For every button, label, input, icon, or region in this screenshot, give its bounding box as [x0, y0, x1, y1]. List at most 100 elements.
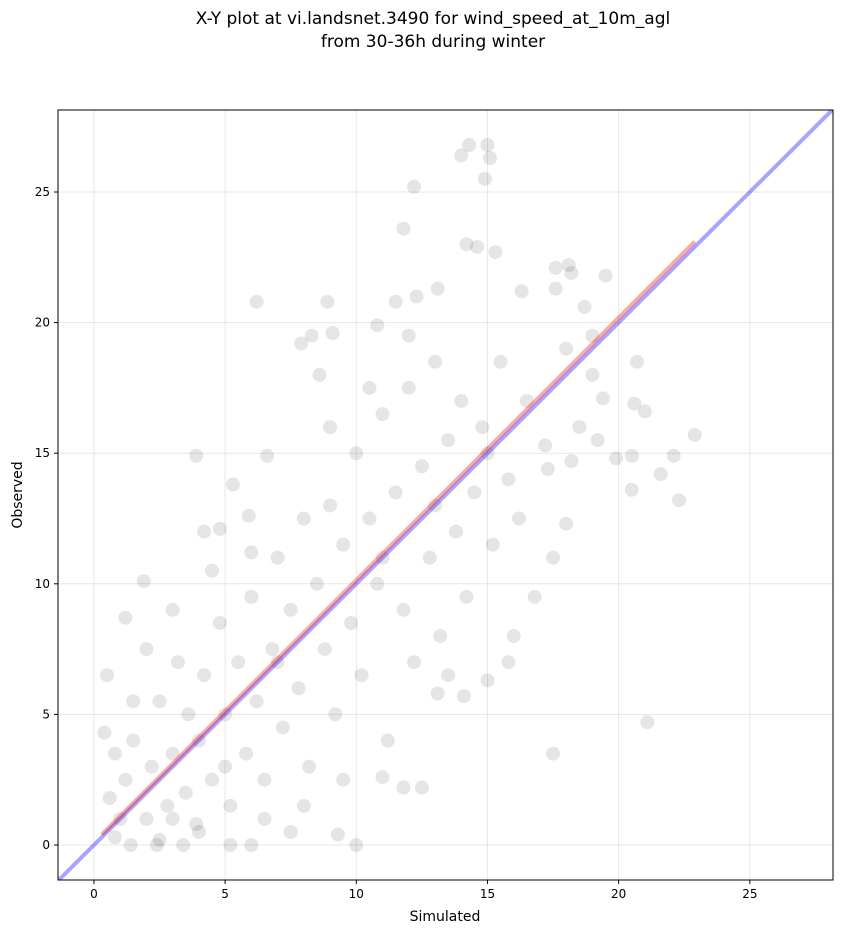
scatter-point	[477, 171, 492, 186]
scatter-point	[501, 655, 516, 670]
scatter-point	[577, 299, 592, 314]
scatter-point	[325, 326, 340, 341]
chart-title: from 30-36h during winter	[321, 32, 545, 52]
plot-area	[58, 110, 833, 880]
scatter-point	[178, 785, 193, 800]
scatter-point	[244, 589, 259, 604]
scatter-point	[344, 615, 359, 630]
scatter-point	[469, 239, 484, 254]
scatter-point	[136, 574, 151, 589]
scatter-point	[511, 511, 526, 526]
scatter-point	[428, 498, 443, 513]
scatter-point	[527, 589, 542, 604]
scatter-point	[218, 707, 233, 722]
scatter-point	[244, 838, 259, 852]
scatter-point	[257, 811, 272, 826]
scatter-point	[212, 615, 227, 630]
scatter-point	[302, 759, 317, 774]
scatter-point	[362, 511, 377, 526]
scatter-point	[294, 336, 309, 351]
scatter-point	[100, 668, 115, 683]
scatter-point	[205, 563, 220, 578]
y-tick-label: 0	[42, 838, 50, 852]
scatter-point	[396, 780, 411, 795]
scatter-point	[375, 550, 390, 565]
scatter-point	[152, 832, 167, 847]
scatter-point	[441, 433, 456, 448]
scatter-point	[152, 694, 167, 709]
scatter-point	[283, 824, 298, 839]
y-tick-label: 25	[35, 185, 50, 199]
scatter-point	[265, 642, 280, 657]
scatter-point	[519, 393, 534, 408]
scatter-point	[375, 407, 390, 422]
scatter-point	[260, 448, 275, 463]
scatter-point	[559, 341, 574, 356]
scatter-point	[165, 746, 180, 761]
scatter-point	[485, 537, 500, 552]
scatter-point	[401, 328, 416, 343]
scatter-point	[296, 798, 311, 813]
scatter-point	[165, 811, 180, 826]
scatter-point	[102, 790, 117, 805]
scatter-point	[270, 550, 285, 565]
scatter-point	[546, 550, 561, 565]
scatter-point	[459, 589, 474, 604]
scatter-point	[304, 328, 319, 343]
scatter-point	[585, 328, 600, 343]
scatter-point	[239, 746, 254, 761]
scatter-point	[396, 221, 411, 236]
scatter-point	[380, 733, 395, 748]
scatter-point	[564, 454, 579, 469]
scatter-point	[223, 838, 238, 852]
x-tick-label: 25	[742, 887, 757, 901]
scatter-point	[409, 289, 424, 304]
scatter-point	[113, 811, 128, 826]
scatter-point	[590, 433, 605, 448]
scatter-point	[223, 798, 238, 813]
scatter-point	[666, 448, 681, 463]
scatter-point	[422, 550, 437, 565]
scatter-point	[480, 446, 495, 461]
scatter-point	[349, 446, 364, 461]
scatter-point	[312, 367, 327, 382]
scatter-point	[480, 673, 495, 688]
scatter-point	[671, 493, 686, 508]
scatter-point	[624, 482, 639, 497]
scatter-point	[317, 642, 332, 657]
plot-frame	[57, 109, 834, 881]
scatter-point	[330, 827, 345, 842]
scatter-point	[249, 694, 264, 709]
y-tick-label: 5	[42, 707, 50, 721]
scatter-point	[538, 438, 553, 453]
scatter-point	[336, 772, 351, 787]
scatter-point	[189, 448, 204, 463]
scatter-point	[462, 138, 477, 152]
scatter-point	[640, 715, 655, 730]
scatter-point	[176, 838, 191, 852]
scatter-point	[225, 477, 240, 492]
scatter-point	[459, 237, 474, 252]
scatter-point	[454, 148, 469, 163]
scatter-point	[430, 281, 445, 296]
scatter-point	[493, 354, 508, 369]
scatter-point	[197, 524, 212, 539]
scatter-point	[598, 268, 613, 283]
scatter-point	[197, 668, 212, 683]
scatter-point	[433, 629, 448, 644]
scatter-point	[561, 258, 576, 273]
scatter-point	[375, 770, 390, 785]
scatter-point	[291, 681, 306, 696]
reference-line	[58, 110, 833, 880]
scatter-point	[170, 655, 185, 670]
scatter-point	[354, 668, 369, 683]
scatter-point	[191, 824, 206, 839]
scatter-point	[401, 380, 416, 395]
scatter-point	[653, 467, 668, 482]
y-tick-label: 15	[35, 446, 50, 460]
scatter-point	[627, 396, 642, 411]
x-tick-label: 20	[611, 887, 626, 901]
scatter-point	[149, 838, 164, 852]
scatter-point	[630, 354, 645, 369]
scatter-point	[320, 294, 335, 309]
